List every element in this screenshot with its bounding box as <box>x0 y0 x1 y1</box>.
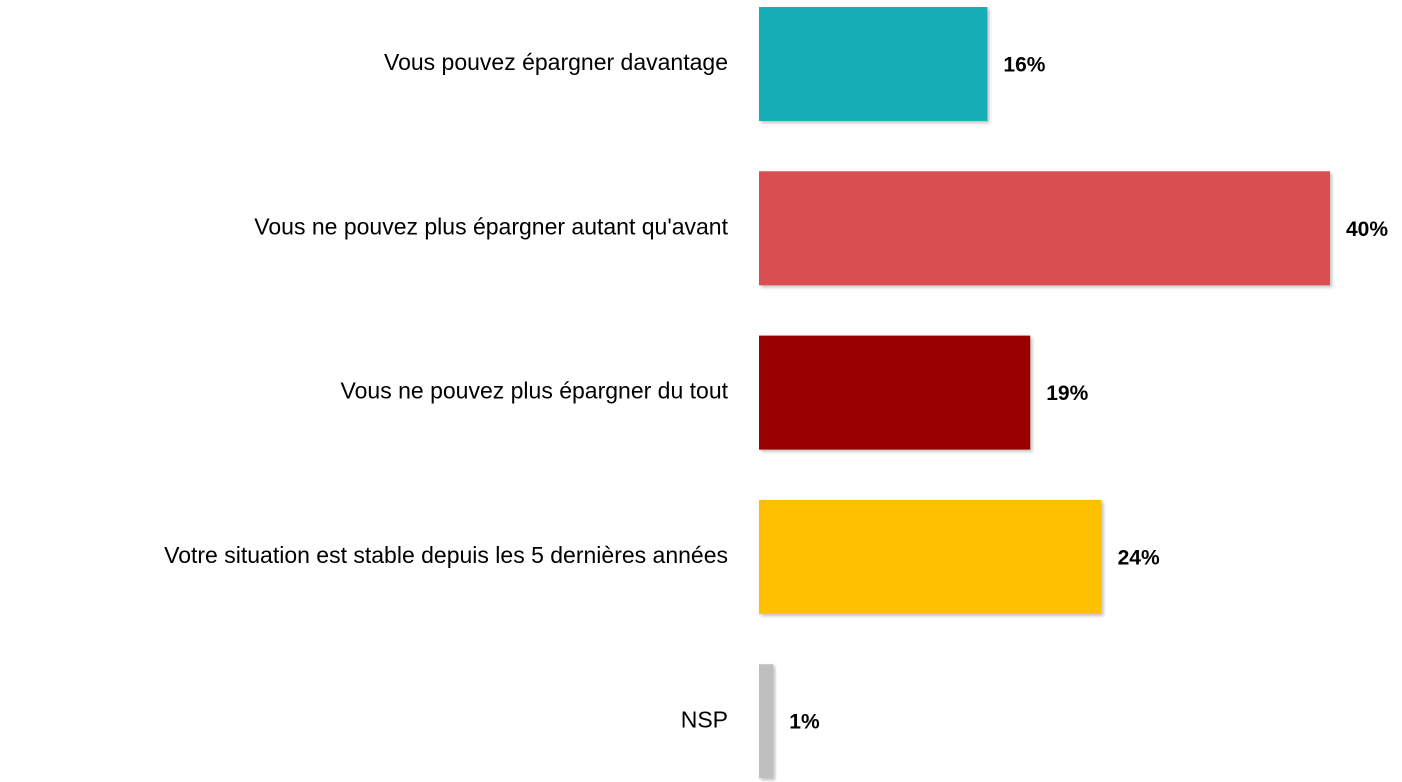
value-label: 40% <box>1346 218 1388 241</box>
category-label: Votre situation est stable depuis les 5 … <box>164 542 728 568</box>
bar <box>759 335 1031 450</box>
bar <box>759 171 1330 286</box>
category-label: Vous ne pouvez plus épargner du tout <box>341 378 729 404</box>
value-label: 24% <box>1118 546 1160 569</box>
category-label: Vous pouvez épargner davantage <box>384 49 728 75</box>
bar <box>759 664 774 779</box>
category-label: NSP <box>681 706 728 732</box>
value-label: 16% <box>1003 54 1045 77</box>
value-label: 19% <box>1046 382 1088 405</box>
bar <box>759 499 1102 614</box>
category-label: Vous ne pouvez plus épargner autant qu'a… <box>254 213 728 239</box>
value-label: 1% <box>789 711 820 734</box>
bar <box>759 7 988 121</box>
